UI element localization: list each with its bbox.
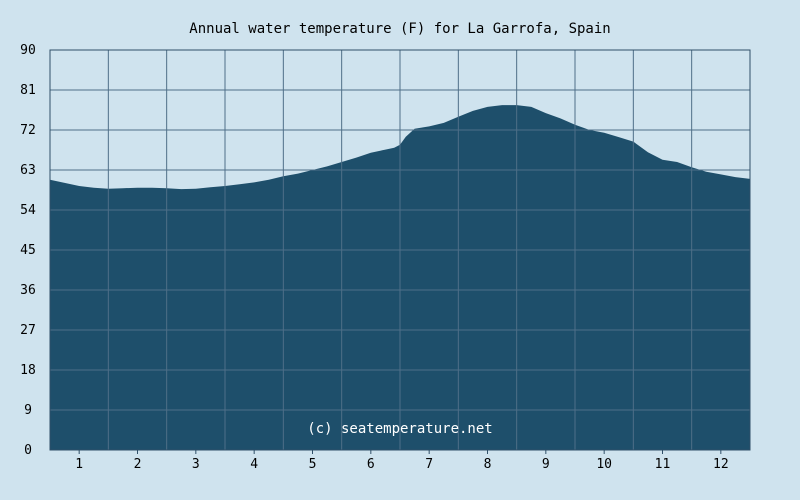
y-axis-ticks: 0 9 18 27 36 45 54 63 72 81 90 bbox=[20, 43, 36, 458]
x-tick-label: 11 bbox=[655, 457, 671, 472]
x-axis-ticks: 1 2 3 4 5 6 7 8 9 10 11 12 bbox=[75, 450, 729, 472]
y-tick-label: 45 bbox=[20, 243, 36, 258]
x-tick-label: 4 bbox=[250, 457, 258, 472]
x-tick-label: 7 bbox=[425, 457, 433, 472]
y-tick-label: 27 bbox=[20, 323, 36, 338]
y-tick-label: 54 bbox=[20, 203, 36, 218]
y-tick-label: 9 bbox=[24, 403, 32, 418]
x-tick-label: 8 bbox=[484, 457, 492, 472]
x-tick-label: 10 bbox=[596, 457, 612, 472]
y-tick-label: 36 bbox=[20, 283, 36, 298]
y-tick-label: 81 bbox=[20, 83, 36, 98]
grid-layer bbox=[49, 49, 751, 451]
chart-title: Annual water temperature (F) for La Garr… bbox=[189, 21, 610, 37]
y-tick-label: 18 bbox=[20, 363, 36, 378]
plot-border bbox=[49, 49, 751, 451]
y-tick-label: 90 bbox=[20, 43, 36, 58]
y-tick-label: 63 bbox=[20, 163, 36, 178]
watermark-text: (c) seatemperature.net bbox=[307, 421, 492, 437]
x-tick-label: 3 bbox=[192, 457, 200, 472]
x-tick-label: 9 bbox=[542, 457, 550, 472]
x-tick-label: 1 bbox=[75, 457, 83, 472]
x-tick-label: 5 bbox=[309, 457, 317, 472]
x-tick-label: 6 bbox=[367, 457, 375, 472]
x-tick-label: 2 bbox=[134, 457, 142, 472]
y-tick-label: 72 bbox=[20, 123, 36, 138]
x-tick-label: 12 bbox=[713, 457, 729, 472]
y-tick-label: 0 bbox=[24, 443, 32, 458]
